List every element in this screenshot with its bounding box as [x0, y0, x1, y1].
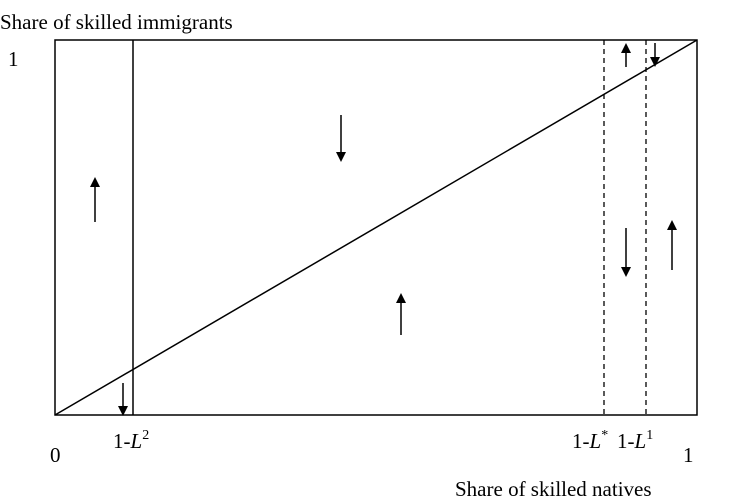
origin-label: 0 — [50, 443, 61, 467]
threshold-label: 1-L2 — [113, 428, 149, 453]
threshold-label: 1-L* — [572, 428, 608, 453]
x-max-label: 1 — [683, 443, 694, 467]
x-axis-label: Share of skilled natives — [455, 477, 652, 501]
threshold-label: 1-L1 — [617, 428, 653, 453]
y-max-label: 1 — [8, 47, 19, 71]
frame — [54, 39, 698, 416]
y-axis-label: Share of skilled immigrants — [0, 10, 233, 34]
diagonal — [54, 39, 698, 416]
